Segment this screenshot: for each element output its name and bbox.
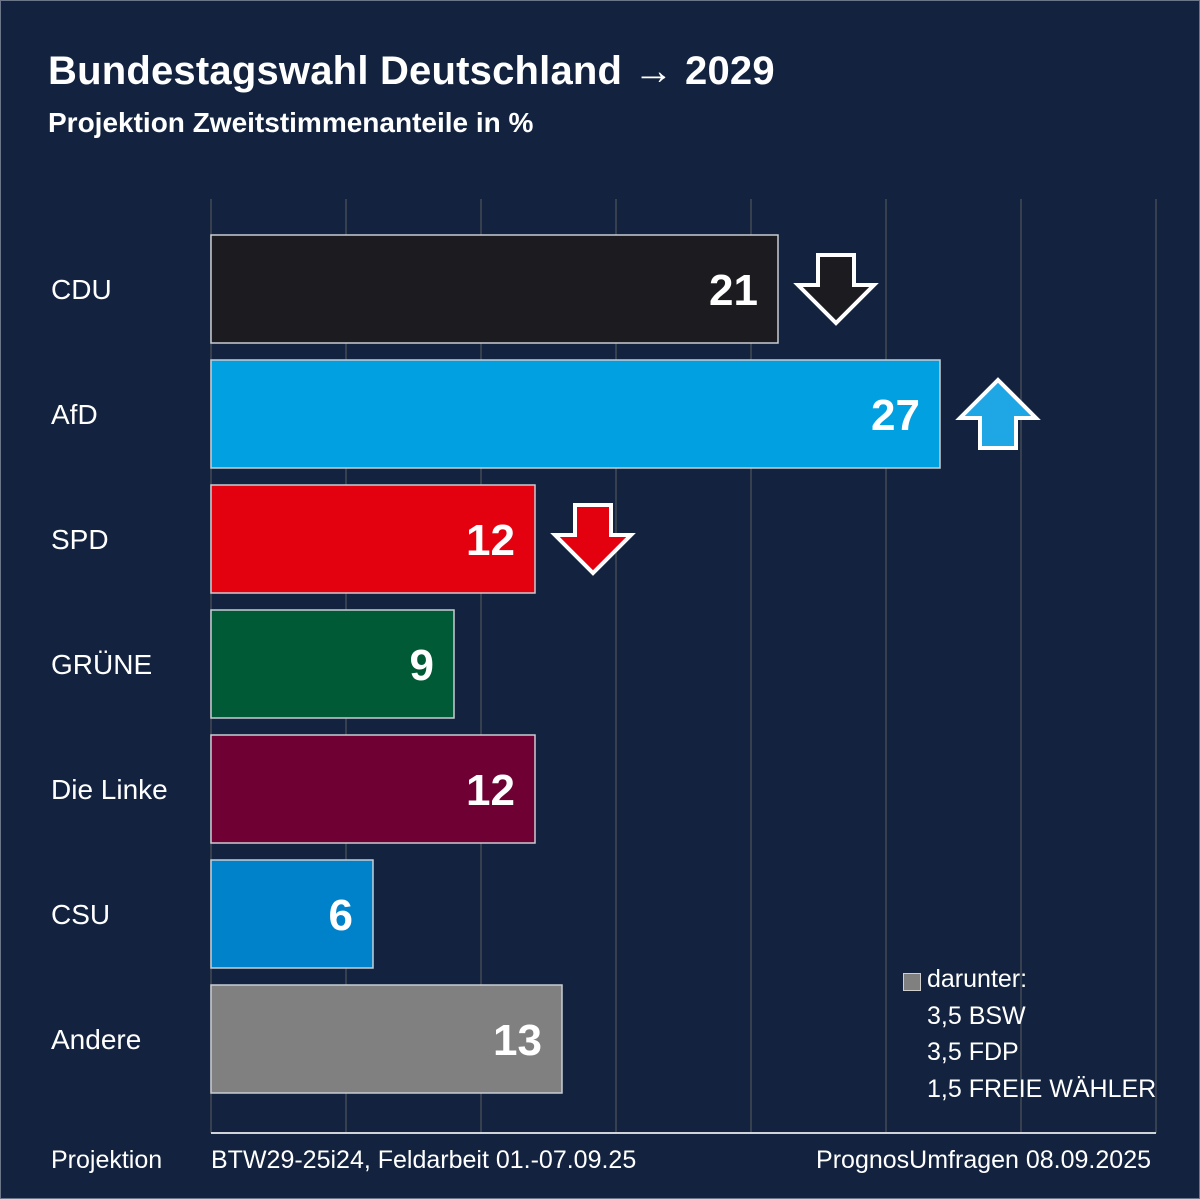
bar [210, 234, 779, 344]
value-label: 12 [466, 766, 515, 815]
category-label: CDU [51, 274, 112, 305]
category-label: GRÜNE [51, 649, 152, 680]
legend-item-freie-waehler: 1,5 FREIE WÄHLER [927, 1075, 1157, 1103]
bar [210, 984, 563, 1094]
legend-label: darunter: [927, 965, 1028, 993]
bar [210, 359, 941, 469]
chart-subtitle: Projektion Zweitstimmenanteile in % [48, 107, 534, 138]
value-label: 21 [709, 266, 758, 315]
footer-projektion: Projektion [51, 1146, 163, 1174]
footer-study-info: BTW29-25i24, Feldarbeit 01.-07.09.25 [211, 1146, 637, 1174]
value-label: 27 [871, 391, 920, 440]
bar [210, 734, 536, 844]
category-label: Andere [51, 1024, 141, 1055]
trend-up-icon [955, 377, 1041, 450]
value-label: 13 [493, 1016, 542, 1065]
trend-down-icon [793, 253, 879, 326]
bar [210, 859, 374, 969]
bar [210, 609, 455, 719]
category-label: SPD [51, 524, 109, 555]
bar [210, 484, 536, 594]
chart-title: Bundestagswahl Deutschland → 2029 [48, 49, 775, 93]
legend-item-bsw: 3,5 BSW [927, 1002, 1026, 1030]
trend-down-icon [550, 503, 636, 576]
category-label: AfD [51, 399, 98, 430]
value-label: 12 [466, 516, 515, 565]
legend-item-fdp: 3,5 FDP [927, 1038, 1019, 1066]
footer-source: PrognosUmfragen 08.09.2025 [816, 1146, 1151, 1174]
legend-swatch-andere [903, 973, 921, 991]
category-label: CSU [51, 899, 110, 930]
category-label: Die Linke [51, 774, 168, 805]
value-label: 9 [410, 641, 434, 690]
value-label: 6 [329, 891, 353, 940]
